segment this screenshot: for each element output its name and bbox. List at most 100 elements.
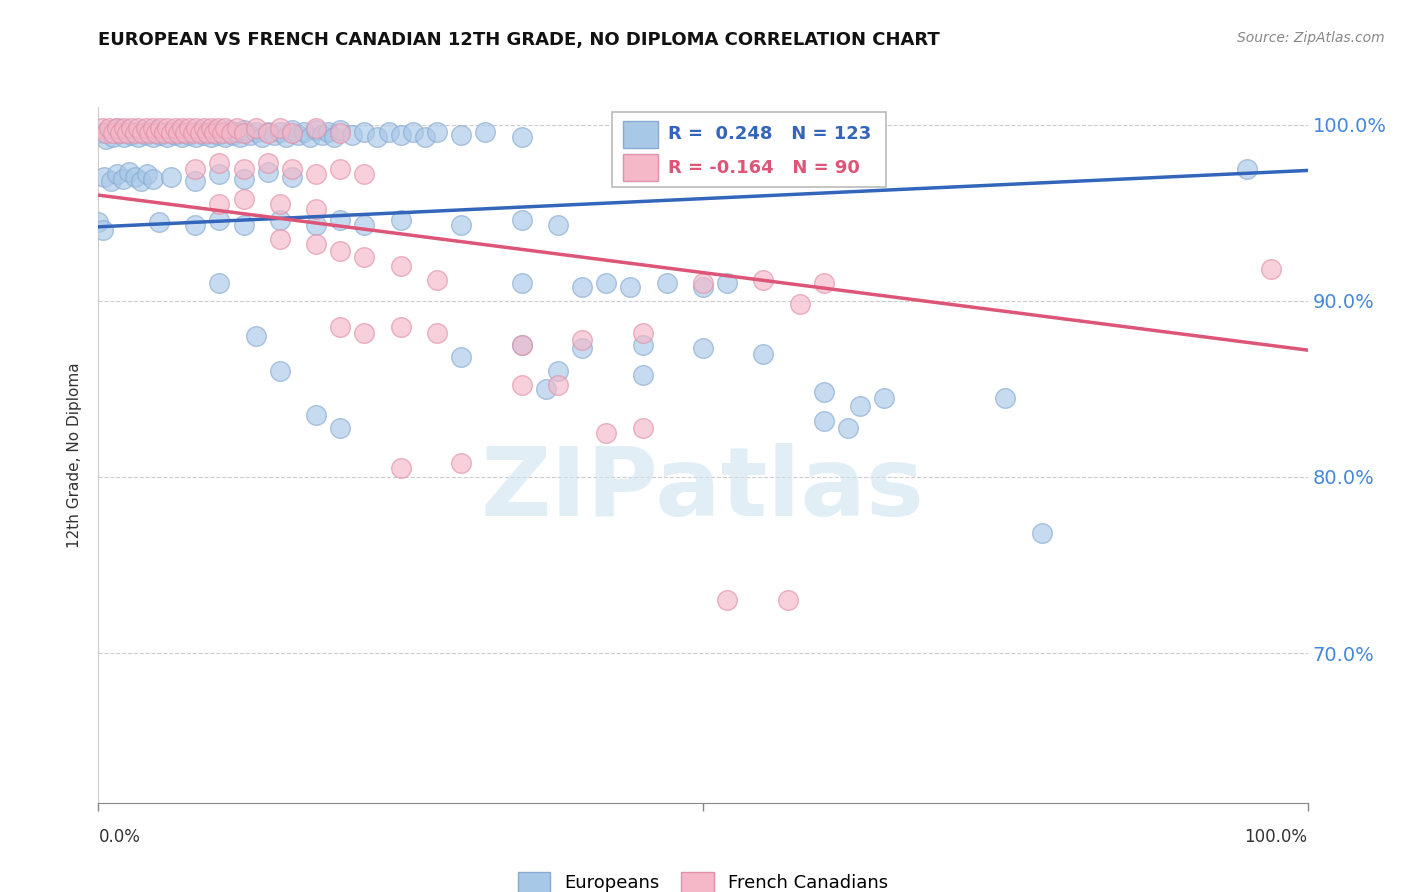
- Point: [450, 456, 472, 470]
- Point: [98, 121, 121, 136]
- Point: [329, 420, 352, 434]
- Point: [135, 167, 157, 181]
- Point: [87, 214, 110, 228]
- Point: [389, 212, 412, 227]
- Point: [200, 121, 222, 136]
- Point: [208, 276, 231, 290]
- Point: [111, 172, 134, 186]
- Point: [105, 121, 128, 136]
- Point: [232, 127, 254, 141]
- Point: [281, 170, 304, 185]
- Point: [305, 409, 328, 423]
- Point: [571, 342, 593, 356]
- Point: [534, 382, 557, 396]
- Point: [329, 244, 352, 259]
- Point: [186, 130, 208, 145]
- Point: [692, 279, 714, 293]
- Point: [353, 326, 375, 340]
- Point: [118, 165, 141, 179]
- Point: [184, 174, 207, 188]
- Point: [204, 123, 226, 137]
- Point: [124, 127, 146, 141]
- Point: [1260, 262, 1282, 277]
- Point: [94, 132, 117, 146]
- Point: [167, 123, 190, 137]
- Point: [353, 218, 375, 232]
- Point: [91, 223, 114, 237]
- Point: [631, 368, 654, 382]
- Point: [211, 125, 233, 139]
- Point: [316, 125, 339, 139]
- Point: [269, 232, 291, 246]
- Point: [311, 128, 333, 143]
- Point: [510, 130, 533, 145]
- Point: [305, 121, 328, 136]
- Point: [120, 121, 142, 136]
- Point: [112, 130, 135, 145]
- Point: [510, 276, 533, 290]
- Point: [149, 128, 172, 143]
- Point: [789, 297, 811, 311]
- Point: [510, 338, 533, 352]
- Point: [174, 127, 197, 141]
- Point: [117, 123, 139, 137]
- Point: [160, 127, 183, 141]
- Point: [269, 121, 291, 136]
- Point: [547, 218, 569, 232]
- Point: [256, 165, 278, 179]
- Point: [292, 125, 315, 139]
- Point: [342, 128, 364, 143]
- Point: [193, 128, 215, 143]
- Point: [655, 276, 678, 290]
- Point: [145, 123, 167, 137]
- Point: [837, 420, 859, 434]
- Point: [426, 326, 449, 340]
- Point: [1031, 526, 1053, 541]
- Point: [149, 121, 172, 136]
- Point: [571, 279, 593, 293]
- Point: [131, 127, 153, 141]
- Point: [186, 121, 208, 136]
- Point: [124, 170, 146, 185]
- Point: [93, 170, 115, 185]
- Point: [145, 127, 167, 141]
- Point: [101, 130, 124, 145]
- Point: [138, 127, 160, 141]
- Point: [232, 123, 254, 137]
- Point: [91, 127, 114, 141]
- Point: [105, 121, 128, 136]
- Point: [117, 127, 139, 141]
- Point: [287, 128, 309, 143]
- Point: [450, 350, 472, 364]
- Point: [299, 130, 322, 145]
- Point: [281, 161, 304, 176]
- Point: [269, 197, 291, 211]
- Point: [188, 127, 211, 141]
- Point: [595, 276, 617, 290]
- Point: [547, 378, 569, 392]
- Point: [207, 128, 229, 143]
- Point: [195, 127, 218, 141]
- Point: [207, 121, 229, 136]
- Point: [353, 250, 375, 264]
- Point: [281, 123, 304, 137]
- Point: [232, 218, 254, 232]
- Point: [195, 125, 218, 139]
- Point: [450, 128, 472, 143]
- Point: [163, 128, 186, 143]
- Text: R =  0.248   N = 123: R = 0.248 N = 123: [668, 125, 872, 144]
- Point: [269, 125, 291, 139]
- Point: [631, 420, 654, 434]
- Point: [112, 121, 135, 136]
- Point: [94, 127, 117, 141]
- Point: [181, 127, 204, 141]
- Point: [152, 125, 174, 139]
- Point: [402, 125, 425, 139]
- Point: [353, 125, 375, 139]
- Point: [208, 167, 231, 181]
- Point: [510, 212, 533, 227]
- Point: [156, 121, 179, 136]
- Point: [329, 127, 352, 141]
- Point: [813, 385, 835, 400]
- Point: [305, 237, 328, 252]
